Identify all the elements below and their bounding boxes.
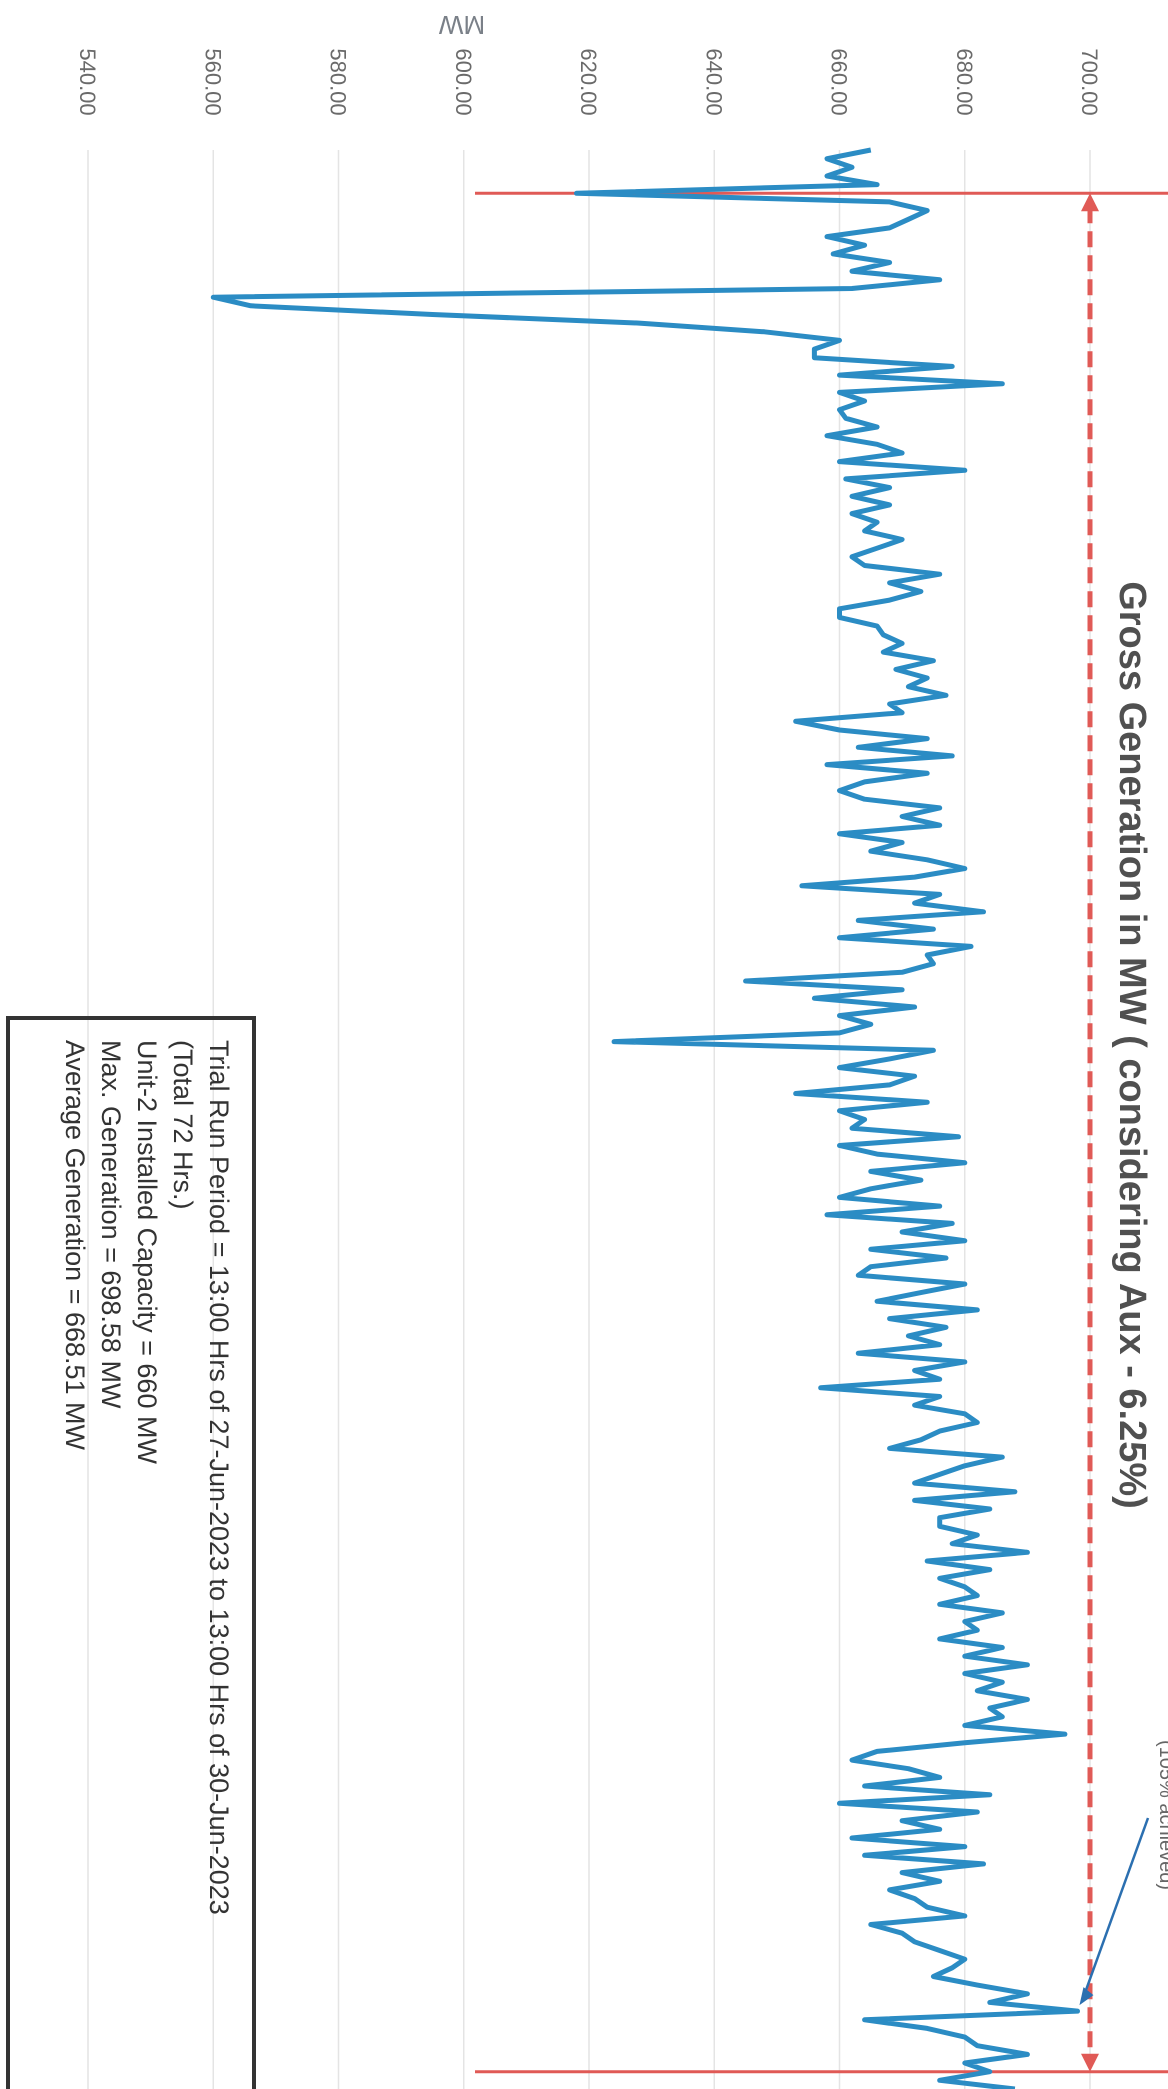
- info-line-max: Max. Generation = 698.58 MW: [96, 1040, 126, 1409]
- info-box: Trial Run Period = 13:00 Hrs of 27-Jun-2…: [6, 1016, 256, 2089]
- max-pointer-arrow: [1082, 1817, 1150, 1998]
- y-tick-label: 620.00: [576, 48, 601, 115]
- generation-series-line: [210, 147, 1080, 2089]
- info-box-frame: [6, 1016, 256, 2089]
- y-tick-label: 600.00: [451, 48, 476, 115]
- info-line-period: Trial Run Period = 13:00 Hrs of 27-Jun-2…: [204, 1040, 234, 1915]
- y-tick-label: 660.00: [827, 48, 852, 115]
- info-line-average: Average Generation = 668.51 MW: [60, 1040, 90, 1451]
- period-markers: [475, 191, 1168, 2074]
- y-tick-label: 580.00: [326, 48, 351, 115]
- y-ticks: 540.00 560.00 580.00 600.00 620.00 640.00 660.…: [75, 48, 1102, 115]
- y-tick-label: 540.00: [75, 48, 100, 115]
- y-tick-label: 640.00: [701, 48, 726, 115]
- achievement-note: (105% achieved): [1155, 1740, 1168, 1890]
- y-axis-label: MW: [438, 10, 485, 40]
- y-tick-label: 680.00: [952, 48, 977, 115]
- arrowhead: [1081, 2053, 1099, 2072]
- y-tick-label: 560.00: [200, 48, 225, 115]
- arrowhead: [1081, 193, 1099, 212]
- info-line-capacity: Unit-2 Installed Capacity = 660 MW: [132, 1040, 162, 1464]
- max-pointer-head: [1079, 1987, 1094, 2006]
- chart-title: Gross Generation in MW ( considering Aux…: [1111, 581, 1153, 1509]
- info-line-total: (Total 72 Hrs.): [168, 1040, 198, 1210]
- y-tick-label: 700.00: [1077, 48, 1102, 115]
